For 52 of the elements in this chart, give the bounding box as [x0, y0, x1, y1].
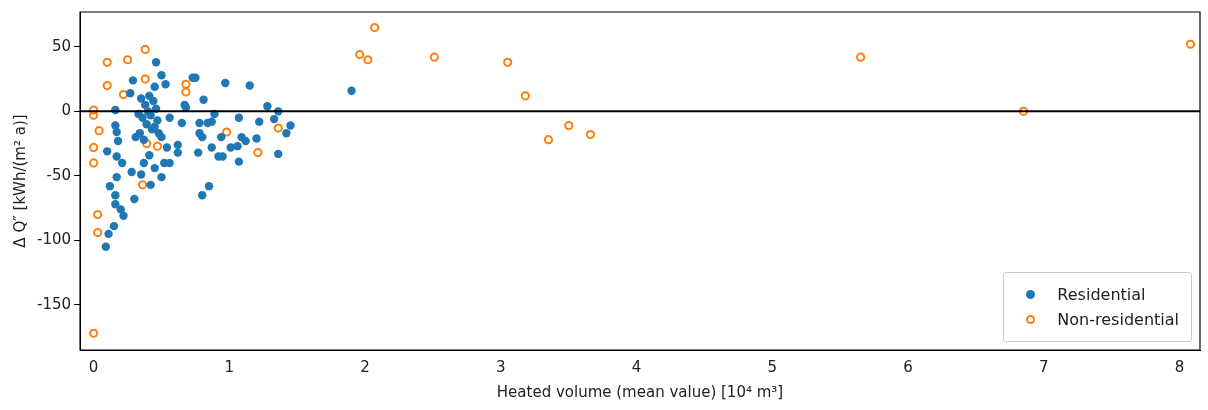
point: [564, 120, 574, 131]
point: [222, 127, 232, 137]
y-tick-label: -50: [46, 165, 72, 184]
point: [273, 123, 283, 133]
point: [370, 22, 380, 33]
x-tick-label: 5: [767, 357, 778, 376]
x-tick-label: 3: [496, 357, 506, 376]
point: [94, 126, 104, 136]
x-tick-label: 8: [1174, 357, 1185, 376]
x-axis-title: Heated volume (mean value) [10⁴ m³]: [496, 382, 784, 401]
point: [89, 328, 99, 338]
legend-label: Residential: [1057, 285, 1146, 304]
point: [93, 209, 103, 220]
y-tick-label: 50: [51, 36, 72, 55]
point: [520, 91, 530, 101]
x-tick-label: 1: [224, 357, 235, 376]
point: [102, 80, 112, 91]
point: [137, 180, 148, 190]
point: [181, 87, 191, 97]
point: [363, 55, 373, 65]
point: [118, 89, 129, 100]
point: [140, 74, 150, 84]
point: [355, 49, 365, 60]
x-tick-label: 4: [631, 357, 642, 376]
point: [89, 142, 99, 153]
point: [253, 148, 263, 158]
point: [140, 44, 150, 55]
point: [429, 52, 439, 62]
point: [856, 52, 866, 62]
y-tick-label: -150: [37, 294, 72, 313]
y-tick-label: -100: [37, 230, 72, 249]
point: [1018, 106, 1029, 116]
point: [181, 79, 191, 89]
point: [585, 129, 596, 140]
x-tick-label: 7: [1039, 357, 1049, 376]
point: [122, 55, 133, 65]
y-axis-title: Δ Q″ [kWh/(m² a)]: [10, 114, 29, 248]
point: [89, 105, 99, 115]
point: [141, 138, 152, 149]
x-tick-label: 6: [903, 357, 913, 376]
point: [543, 135, 553, 145]
point: [102, 57, 112, 67]
x-tick-label: 2: [360, 357, 370, 376]
point: [152, 141, 163, 151]
point: [89, 158, 99, 168]
point: [1185, 39, 1196, 49]
point: [93, 228, 103, 238]
x-tick-label: 0: [88, 357, 99, 376]
point: [503, 57, 513, 67]
y-tick-label: 0: [61, 101, 72, 120]
point: [89, 110, 99, 120]
legend-label: Non-residential: [1057, 310, 1179, 329]
